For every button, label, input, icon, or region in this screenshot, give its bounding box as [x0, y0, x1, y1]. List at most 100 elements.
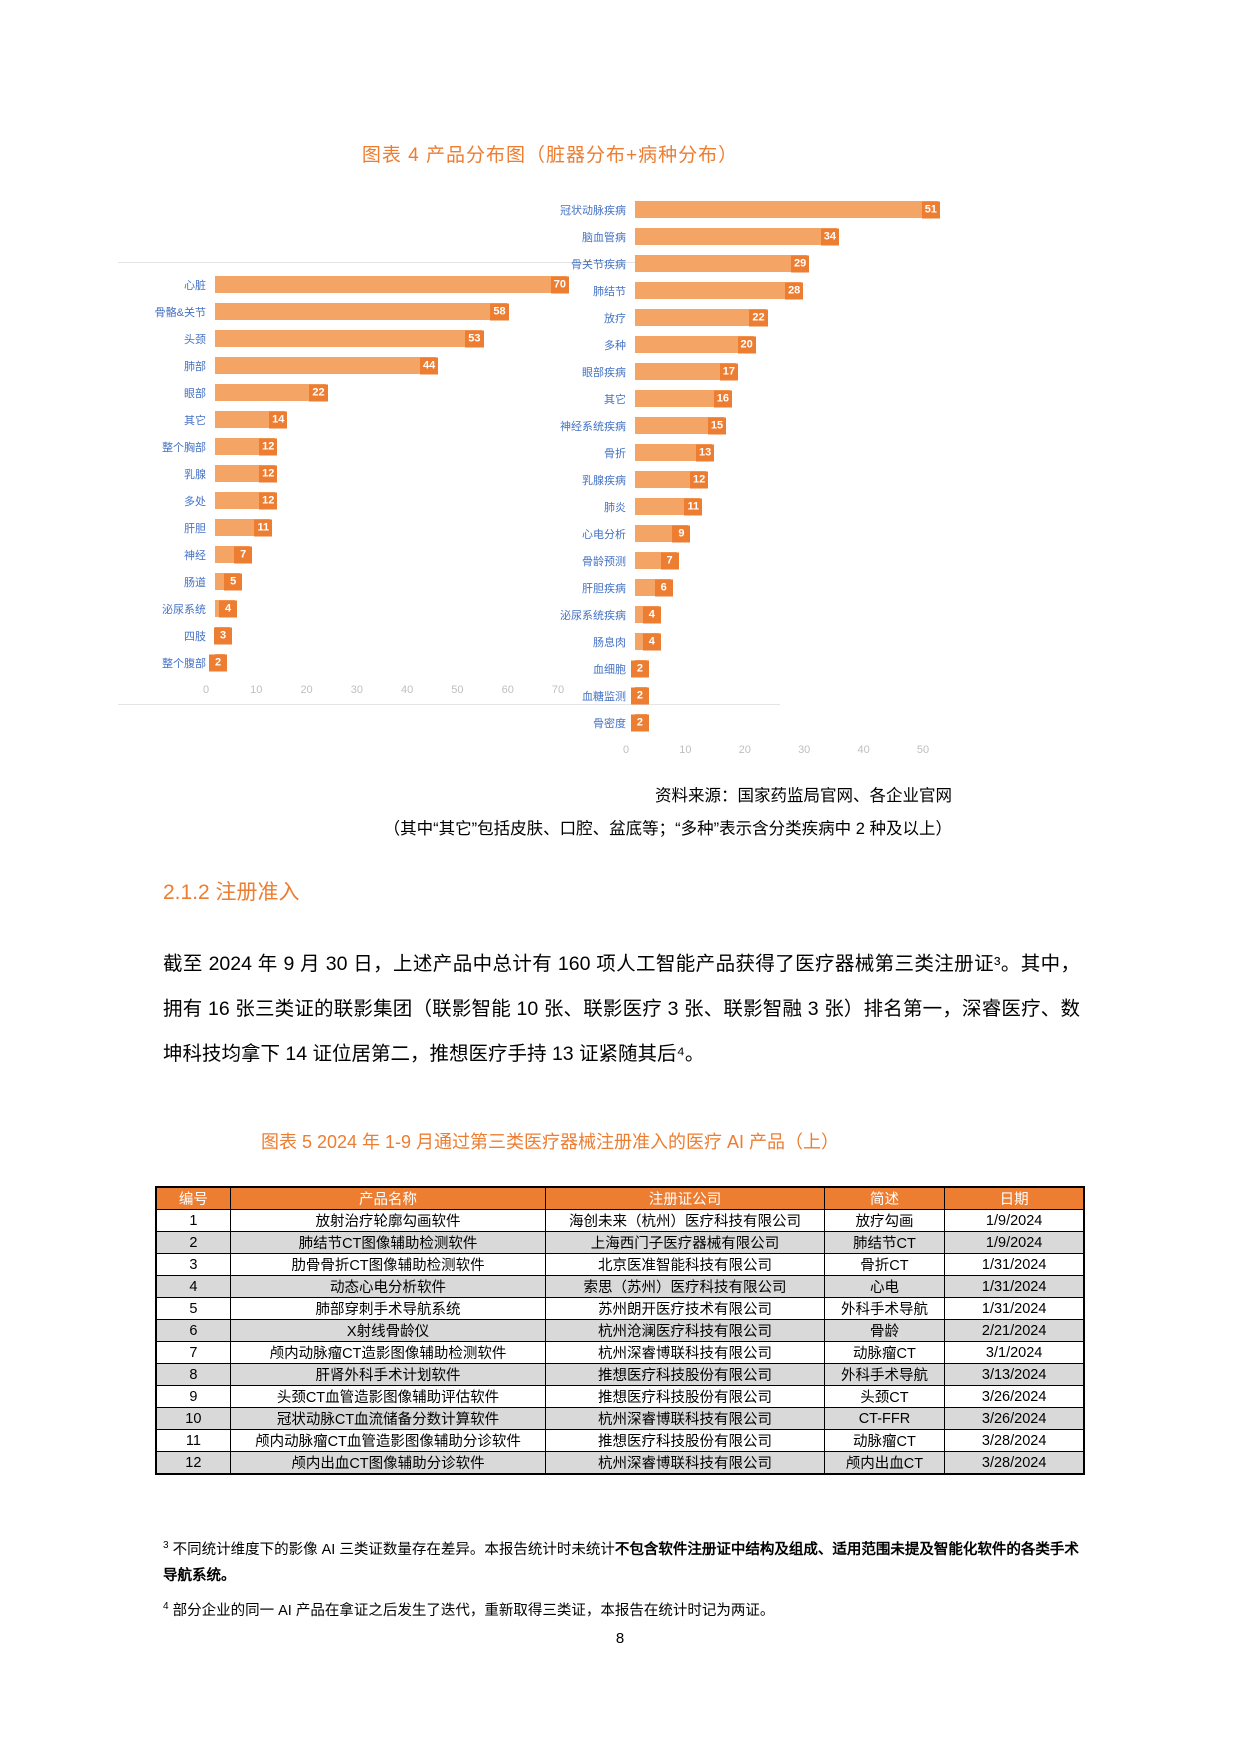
bar-row: 肝胆疾病 6 — [500, 574, 932, 601]
table-row: 7 颅内动脉瘤CT造影图像辅助检测软件 杭州深睿博联科技有限公司 动脉瘤CT 3/1/2… — [155, 1341, 1085, 1364]
bar-track: 2 — [630, 714, 932, 731]
table-cell: 3/13/2024 — [944, 1363, 1085, 1386]
bar-track: 14 — [215, 411, 567, 428]
bar-track: 9 — [635, 525, 932, 542]
section-heading-2-1-2: 2.1.2 注册准入 — [163, 881, 300, 904]
bar: 44 — [215, 357, 439, 374]
bar-category-label: 整个胸部 — [162, 441, 206, 454]
bar-row: 泌尿系统疾病 4 — [500, 601, 932, 628]
bar: 13 — [635, 444, 715, 461]
axis-tick-label: 30 — [798, 744, 811, 756]
table-cell: 动态心电分析软件 — [229, 1275, 547, 1298]
bar-row: 血细胞 2 — [500, 655, 932, 682]
bar-value-label: 11 — [254, 519, 273, 536]
page-number: 8 — [615, 1630, 625, 1647]
axis-tick-label: 0 — [622, 744, 630, 756]
table-cell: 杭州深睿博联科技有限公司 — [545, 1341, 825, 1364]
table-cell: 颅内出血CT — [823, 1451, 946, 1475]
bar: 2 — [630, 660, 649, 677]
bar-row: 骨密度 2 — [500, 709, 932, 736]
bar-value-label: 12 — [690, 471, 709, 488]
table-header-row: 编号 产品名称 注册证公司 简述 日期 — [155, 1186, 1085, 1210]
bar-category-label: 血糖监测 — [582, 690, 626, 703]
bar-row: 肺结节 28 — [500, 277, 932, 304]
table-cell: 11 — [155, 1429, 231, 1452]
table-cell: 1/31/2024 — [944, 1253, 1085, 1276]
bar-value-label: 44 — [420, 357, 439, 374]
table-cell: 动脉瘤CT — [823, 1341, 946, 1364]
bar-value-label: 4 — [642, 606, 661, 623]
bar-category-label: 其它 — [184, 414, 206, 427]
bar-row: 整个胸部 12 — [118, 433, 780, 460]
bar-category-label: 血细胞 — [593, 663, 626, 676]
axis-tick-label: 20 — [300, 684, 313, 696]
bar-category-label: 头颈 — [184, 333, 206, 346]
bar-row: 肺炎 11 — [500, 493, 932, 520]
bar-category-label: 冠状动脉疾病 — [560, 204, 626, 217]
table-cell: 杭州沧澜医疗科技有限公司 — [545, 1319, 825, 1342]
bar-category-label: 神经 — [184, 549, 206, 562]
table-cell: 头颈CT — [823, 1385, 946, 1408]
bar-track: 4 — [635, 606, 932, 623]
bar-row: 乳腺疾病 12 — [500, 466, 932, 493]
bar-track: 44 — [215, 357, 567, 374]
bar: 2 — [209, 654, 228, 671]
bar-category-label: 肝胆 — [184, 522, 206, 535]
table-cell: 推想医疗科技股份有限公司 — [545, 1385, 825, 1408]
bar-row: 其它 14 — [118, 406, 780, 433]
organ-distribution-chart: 心脏 70 骨骼&关节 58 头颈 53 肺部 44 眼部 22 其它 14 整个胸部 12 乳腺 12 多处 1… — [118, 262, 780, 705]
organ-chart-x-axis: 0 10 20 30 40 50 60 70 — [203, 682, 564, 700]
bar-track: 22 — [635, 309, 932, 326]
bar-track: 58 — [215, 303, 567, 320]
bar-value-label: 2 — [630, 714, 649, 731]
bar-category-label: 眼部疾病 — [582, 366, 626, 379]
bar: 11 — [215, 519, 273, 536]
bar-value-label: 2 — [630, 687, 649, 704]
table-row: 10 冠状动脉CT血流储备分数计算软件 杭州深睿博联科技有限公司 CT-FFR 3/26… — [155, 1407, 1085, 1430]
bar-category-label: 肺部 — [184, 360, 206, 373]
bar-value-label: 7 — [660, 552, 679, 569]
table-cell: 7 — [155, 1341, 231, 1364]
bar-value-label: 13 — [695, 444, 715, 461]
bar-value-label: 2 — [630, 660, 649, 677]
bar-track: 15 — [635, 417, 932, 434]
table-cell: 颅内动脉瘤CT造影图像辅助检测软件 — [229, 1341, 547, 1364]
table-cell: 2 — [155, 1231, 231, 1254]
bar-track: 7 — [635, 552, 932, 569]
bar: 22 — [635, 309, 768, 326]
bar-category-label: 肝胆疾病 — [582, 582, 626, 595]
axis-tick-label: 40 — [401, 684, 414, 696]
table-cell: 放射治疗轮廓勾画软件 — [229, 1209, 547, 1232]
disease-chart-bars: 冠状动脉疾病 51 脑血管病 34 骨关节疾病 29 肺结节 28 放疗 22 多种 20 眼部疾病 17… — [500, 196, 940, 736]
bar: 12 — [635, 471, 709, 488]
footnote-3-bold-text: 不包含软件注册证中结构及组成、适用范围未提及智能化软件的各类手术导航系统。 — [163, 1541, 1079, 1584]
table-cell: 1 — [155, 1209, 231, 1232]
table-cell: 外科手术导航 — [823, 1363, 946, 1386]
table-cell: 推想医疗科技股份有限公司 — [545, 1429, 825, 1452]
axis-tick-label: 50 — [451, 684, 464, 696]
table-cell: 动脉瘤CT — [823, 1429, 946, 1452]
bar-value-label: 70 — [550, 276, 569, 293]
table-cell: 1/9/2024 — [944, 1209, 1085, 1232]
bar-row: 心电分析 9 — [500, 520, 932, 547]
table-cell: 1/9/2024 — [944, 1231, 1085, 1254]
bar: 58 — [215, 303, 509, 320]
bar-value-label: 14 — [269, 411, 288, 428]
table-cell: 6 — [155, 1319, 231, 1342]
bar-track: 11 — [635, 498, 932, 515]
bar: 7 — [215, 546, 253, 563]
bar-track: 2 — [209, 654, 567, 671]
bar-value-label: 4 — [219, 600, 238, 617]
bar-row: 骨龄预测 7 — [500, 547, 932, 574]
table-cell: 头颈CT血管造影图像辅助评估软件 — [229, 1385, 547, 1408]
bar-category-label: 放疗 — [604, 312, 626, 325]
axis-tick-label: 70 — [551, 684, 565, 696]
bar-value-label: 51 — [921, 201, 940, 218]
bar-category-label: 泌尿系统 — [162, 603, 206, 616]
bar-track: 53 — [215, 330, 567, 347]
bar: 2 — [630, 714, 649, 731]
figure4-title: 图表 4 产品分布图（脏器分布+病种分布） — [361, 145, 739, 166]
table-cell: 骨折CT — [823, 1253, 946, 1276]
table-cell: 2/21/2024 — [944, 1319, 1085, 1342]
body-paragraph: 截至 2024 年 9 月 30 日，上述产品中总计有 160 项人工智能产品获… — [163, 953, 1080, 1065]
